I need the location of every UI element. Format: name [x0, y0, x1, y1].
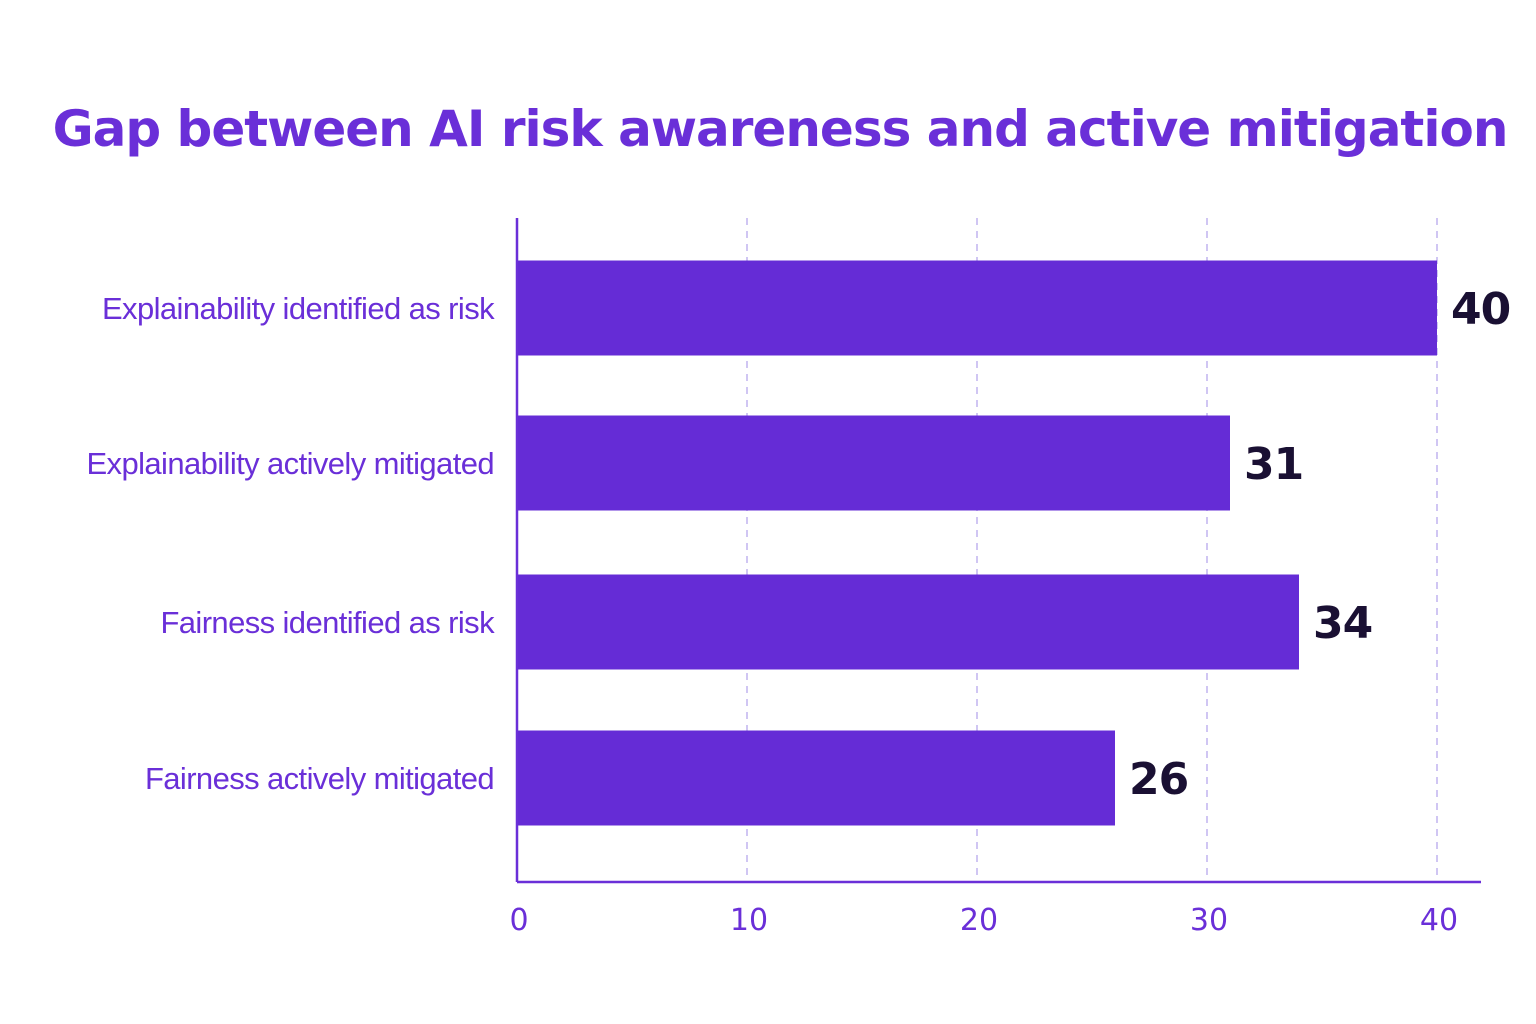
bar-1: [517, 260, 1437, 356]
value-label-1: 40: [1451, 284, 1510, 335]
category-labels: Explainability identified as risk Explain…: [86, 291, 495, 796]
x-tick-labels: 0 10 20 30 40: [509, 903, 1458, 938]
category-label-4: Fairness actively mitigated: [145, 761, 494, 796]
axes: [515, 218, 1481, 884]
chart-title: Gap between AI risk awareness and active…: [53, 100, 1508, 158]
category-label-1: Explainability identified as risk: [102, 291, 495, 326]
x-tick-label-20: 20: [960, 903, 998, 938]
x-tick-label-0: 0: [509, 903, 528, 938]
x-tick-label-40: 40: [1420, 903, 1458, 938]
bar-3: [517, 574, 1299, 670]
category-label-3: Fairness identified as risk: [160, 605, 495, 640]
value-label-3: 34: [1313, 598, 1372, 649]
x-tick-label-10: 10: [730, 903, 768, 938]
x-tick-label-30: 30: [1190, 903, 1228, 938]
value-label-2: 31: [1244, 439, 1303, 490]
value-label-4: 26: [1129, 754, 1188, 805]
bars: [517, 260, 1437, 826]
bar-4: [517, 730, 1115, 826]
value-labels: 40 31 34 26: [1129, 284, 1511, 805]
bar-2: [517, 415, 1230, 511]
category-label-2: Explainability actively mitigated: [86, 446, 494, 481]
